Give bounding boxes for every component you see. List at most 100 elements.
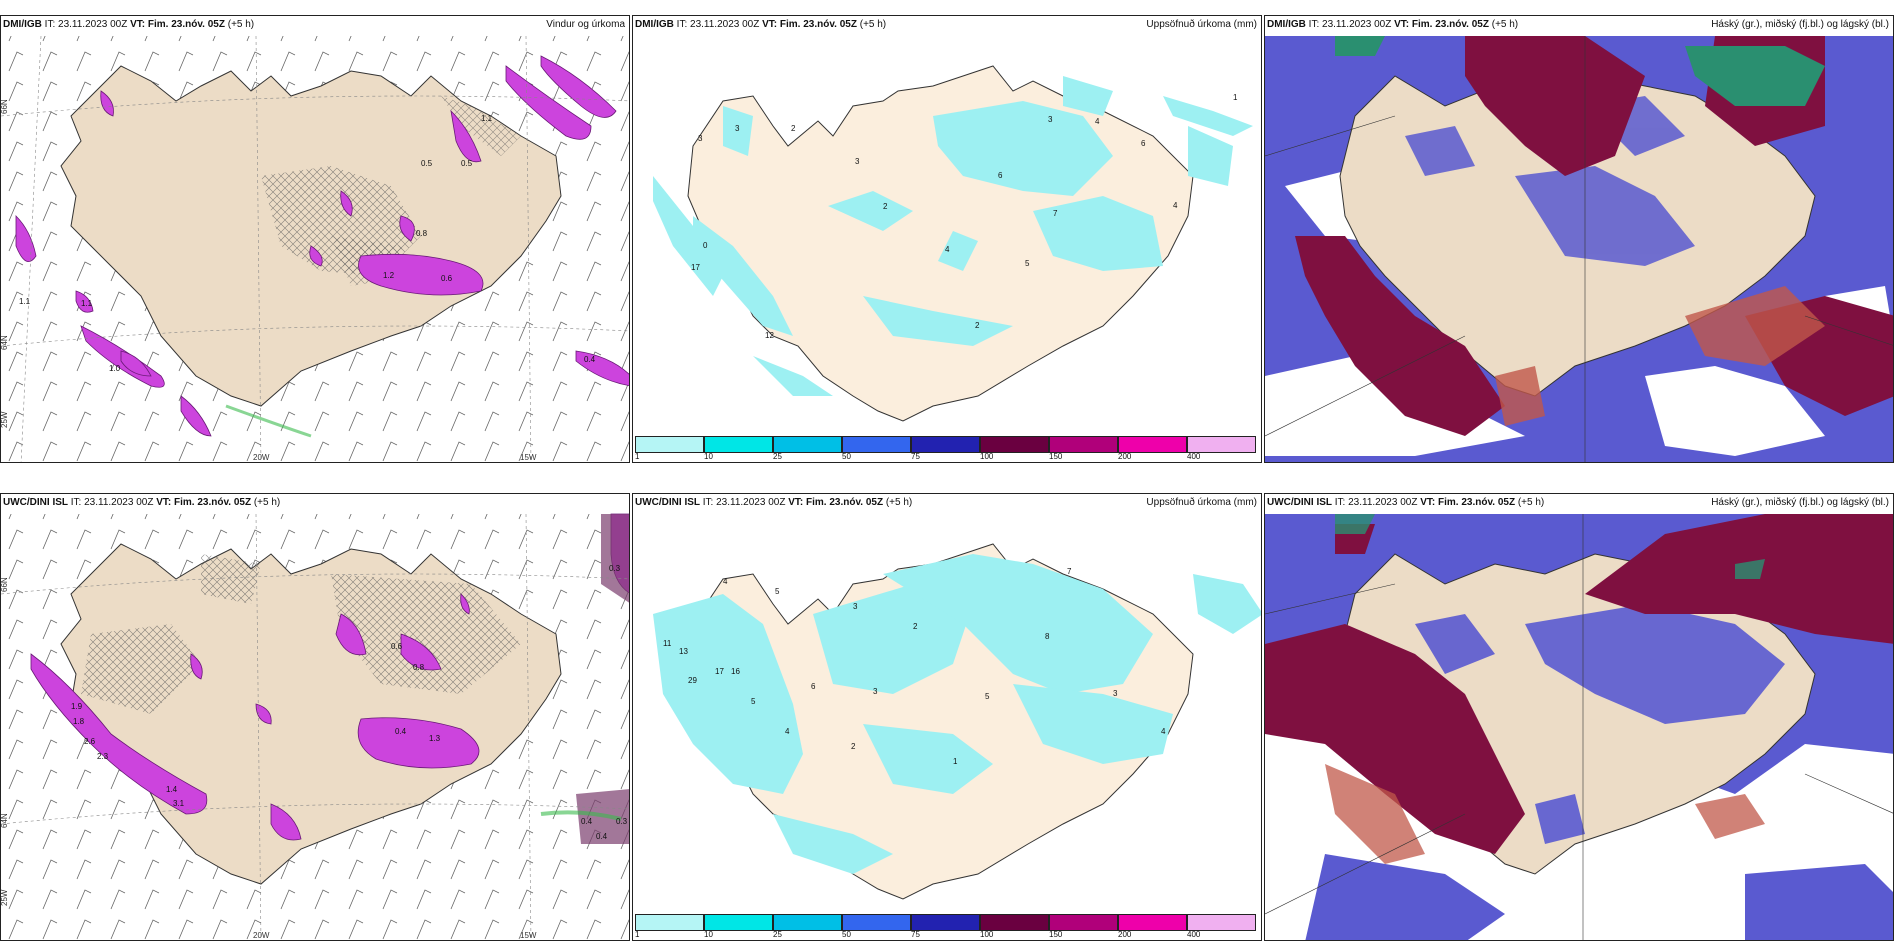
- lon-tick: 20W: [253, 931, 270, 940]
- legend-label: 75: [911, 930, 920, 939]
- init-time: IT: 23.11.2023 00Z: [1335, 497, 1418, 508]
- precip-value: 0.5: [421, 159, 433, 168]
- map-cloud-top: [1265, 16, 1894, 463]
- lead-time: (+5 h): [886, 497, 912, 508]
- legend-label: 400: [1187, 930, 1200, 939]
- valid-label: VT:: [1420, 497, 1435, 508]
- legend-label: 150: [1049, 930, 1062, 939]
- lon-tick: 15W: [520, 453, 537, 462]
- accum-value: 2: [913, 622, 918, 631]
- valid-time: Fim. 23.nóv. 05Z: [780, 19, 857, 30]
- accum-value: 4: [1173, 201, 1178, 210]
- legend-swatch: [773, 914, 842, 931]
- panel-title: Uppsöfnuð úrkoma (mm): [1146, 497, 1257, 515]
- panel-title: Háský (gr.), miðský (fj.bl.) og lágský (…: [1711, 497, 1889, 515]
- legend-swatch: [635, 914, 704, 931]
- accum-value: 11: [663, 639, 672, 648]
- legend-label: 75: [911, 452, 920, 461]
- valid-time: Fim. 23.nóv. 05Z: [174, 497, 251, 508]
- precip-value: 0.6: [441, 274, 453, 283]
- precip-value: 0.4: [395, 727, 407, 736]
- valid-time: Fim. 23.nóv. 05Z: [806, 497, 883, 508]
- lat-tick: 66N: [1, 577, 9, 592]
- panel-header: UWC/DINI ISL IT: 23.11.2023 00Z VT: Fim.…: [3, 497, 625, 515]
- precip-value: 0.4: [584, 355, 596, 364]
- panel-dmi-cloud: DMI/IGB IT: 23.11.2023 00Z VT: Fim. 23.n…: [1264, 15, 1894, 463]
- accum-value: 1: [1233, 93, 1238, 102]
- precip-legend: 1 10 25 50 75 100 150 200 400: [633, 912, 1262, 940]
- legend-swatch: [1049, 436, 1118, 453]
- accum-value: 3: [735, 124, 740, 133]
- panel-title: Vindur og úrkoma: [546, 19, 625, 37]
- lat-tick: 66N: [1, 99, 9, 114]
- accum-value: 3: [853, 602, 858, 611]
- precip-value: 0.4: [581, 817, 593, 826]
- accum-value: 29: [688, 676, 697, 685]
- legend-swatch: [1187, 914, 1256, 931]
- panel-header: UWC/DINI ISL IT: 23.11.2023 00Z VT: Fim.…: [1267, 497, 1889, 515]
- accum-value: 5: [775, 587, 780, 596]
- lon-tick: 25W: [1, 411, 9, 428]
- legend-label: 10: [704, 452, 713, 461]
- accum-value: 7: [1053, 209, 1058, 218]
- legend-swatch: [1187, 436, 1256, 453]
- legend-swatch: [704, 436, 773, 453]
- valid-time: Fim. 23.nóv. 05Z: [1412, 19, 1489, 30]
- valid-label: VT:: [130, 19, 145, 30]
- precip-value: 1.1: [19, 297, 31, 306]
- precip-value: 1.4: [166, 785, 178, 794]
- model-name: UWC/DINI ISL: [1267, 497, 1332, 508]
- precip-legend: 1 10 25 50 75 100 150 200 400: [633, 434, 1262, 462]
- panel-uwc-accum: UWC/DINI ISL IT: 23.11.2023 00Z VT: Fim.…: [632, 493, 1262, 941]
- init-time: IT: 23.11.2023 00Z: [677, 19, 760, 30]
- panel-dmi-wind: DMI/IGB IT: 23.11.2023 00Z VT: Fim. 23.n…: [0, 15, 630, 463]
- legend-label: 10: [704, 930, 713, 939]
- accum-value: 2: [883, 202, 888, 211]
- accum-value: 6: [1141, 139, 1146, 148]
- accum-value: 16: [731, 667, 740, 676]
- accum-value: 13: [679, 647, 688, 656]
- lead-time: (+5 h): [228, 19, 254, 30]
- legend-swatch: [704, 914, 773, 931]
- lead-time: (+5 h): [1518, 497, 1544, 508]
- accum-value: 5: [985, 692, 990, 701]
- legend-label: 25: [773, 930, 782, 939]
- precip-value: 0.8: [416, 229, 428, 238]
- legend-swatch: [1049, 914, 1118, 931]
- legend-swatch: [1118, 436, 1187, 453]
- lon-tick: 25W: [1, 889, 9, 906]
- legend-swatch: [635, 436, 704, 453]
- panel-header: DMI/IGB IT: 23.11.2023 00Z VT: Fim. 23.n…: [1267, 19, 1889, 37]
- accum-value: 3: [1048, 115, 1053, 124]
- precip-value: 0.3: [609, 564, 621, 573]
- precip-value: 0.6: [391, 642, 403, 651]
- init-time: IT: 23.11.2023 00Z: [71, 497, 154, 508]
- legend-label: 1: [635, 930, 639, 939]
- legend-bar: [635, 436, 1256, 453]
- precip-value: 1.9: [71, 702, 83, 711]
- precip-value: 0.8: [413, 663, 425, 672]
- precip-value: 2.6: [84, 737, 96, 746]
- legend-label: 100: [980, 930, 993, 939]
- accum-value: 4: [1095, 117, 1100, 126]
- accum-value: 1: [953, 757, 958, 766]
- legend-label: 150: [1049, 452, 1062, 461]
- lead-time: (+5 h): [1492, 19, 1518, 30]
- legend-swatch: [842, 436, 911, 453]
- valid-time: Fim. 23.nóv. 05Z: [148, 19, 225, 30]
- legend-label: 50: [842, 930, 851, 939]
- legend-label: 400: [1187, 452, 1200, 461]
- accum-value: 4: [785, 727, 790, 736]
- lat-tick: 64N: [1, 335, 9, 350]
- precip-value: 0.5: [461, 159, 473, 168]
- lead-time: (+5 h): [254, 497, 280, 508]
- accum-value: 6: [998, 171, 1003, 180]
- panel-uwc-cloud: UWC/DINI ISL IT: 23.11.2023 00Z VT: Fim.…: [1264, 493, 1894, 941]
- accum-value: 7: [1067, 567, 1072, 576]
- init-time: IT: 23.11.2023 00Z: [703, 497, 786, 508]
- map-accum-bottom: 4 5 3 2 11 13 29 17 16 5 4 6 3 2 1 5 8 7…: [633, 494, 1262, 941]
- panel-dmi-accum: DMI/IGB IT: 23.11.2023 00Z VT: Fim. 23.n…: [632, 15, 1262, 463]
- precip-value: 3.1: [173, 799, 185, 808]
- model-name: UWC/DINI ISL: [635, 497, 700, 508]
- panel-uwc-wind: UWC/DINI ISL IT: 23.11.2023 00Z VT: Fim.…: [0, 493, 630, 941]
